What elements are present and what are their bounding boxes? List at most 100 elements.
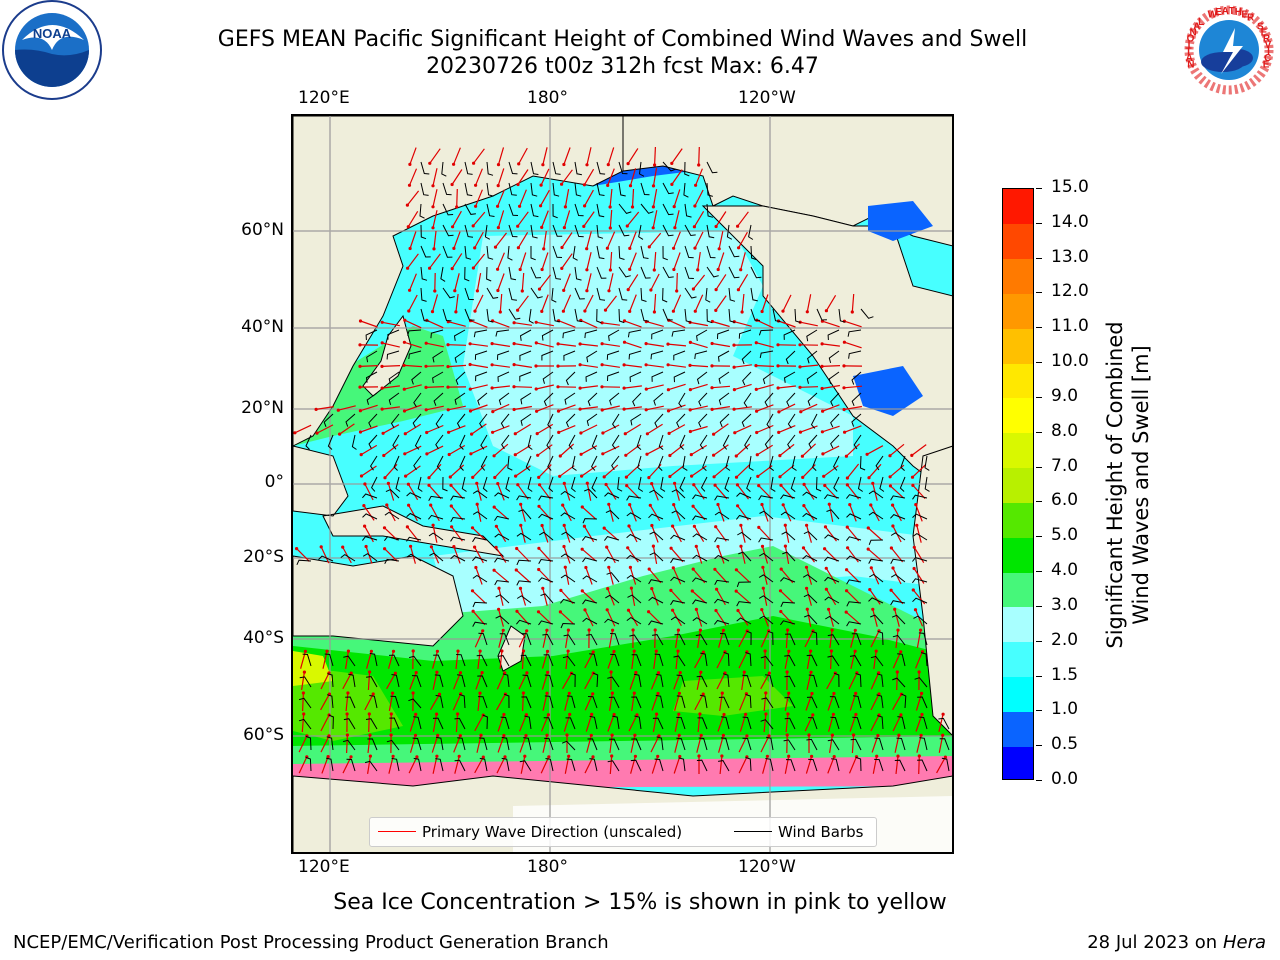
wave-direction-arrow	[519, 714, 527, 732]
wind-barb	[369, 695, 378, 709]
wave-direction-arrowhead	[558, 610, 562, 614]
wind-barb	[806, 654, 818, 667]
wave-direction-arrow	[825, 526, 837, 542]
wave-direction-arrowhead	[693, 246, 697, 250]
wave-direction-arrowhead	[895, 670, 899, 674]
wind-barb	[912, 578, 928, 584]
wind-barb	[494, 515, 510, 521]
wind-barb	[411, 675, 422, 688]
wave-direction-arrow	[609, 735, 613, 753]
wave-direction-arrowhead	[437, 692, 442, 696]
wave-direction-arrowhead	[651, 184, 656, 188]
wave-direction-arrow	[735, 443, 751, 457]
wind-barb	[507, 455, 513, 471]
wave-direction-arrowhead	[534, 364, 538, 368]
wave-direction-arrowhead	[315, 431, 319, 435]
wave-direction-arrowhead	[579, 431, 583, 435]
wave-direction-arrow	[602, 405, 620, 411]
wave-direction-arrowhead	[537, 504, 541, 508]
lat-label-20s: 20°S	[243, 547, 284, 567]
wind-barb	[850, 738, 862, 751]
wave-direction-arrow	[364, 483, 374, 501]
wave-direction-arrowhead	[431, 205, 435, 209]
wind-barb	[746, 630, 752, 646]
wind-barb	[760, 719, 774, 730]
wave-direction-arrow	[698, 146, 700, 166]
wind-barb	[324, 653, 334, 667]
colorbar-tick-label: 13.0	[1051, 246, 1089, 267]
wave-direction-arrowhead	[474, 565, 478, 570]
wind-barb	[411, 371, 422, 385]
wind-barb	[684, 203, 692, 218]
wind-barb	[714, 554, 730, 562]
wave-direction-arrow	[626, 211, 640, 227]
wave-direction-arrowhead	[494, 524, 498, 528]
wind-barb	[523, 737, 532, 751]
wave-direction-arrowhead	[809, 649, 813, 653]
wave-direction-arrowhead	[697, 754, 701, 758]
wind-barb	[486, 182, 494, 197]
wave-direction-arrow	[388, 756, 394, 774]
wave-direction-arrowhead	[473, 246, 477, 250]
wave-direction-arrowhead	[798, 430, 803, 434]
wave-direction-arrow	[603, 527, 619, 541]
wave-direction-arrowhead	[314, 407, 318, 411]
wave-direction-arrowhead	[823, 483, 827, 488]
wind-barb	[442, 203, 454, 216]
wave-direction-arrow	[382, 342, 400, 348]
wind-barb	[574, 308, 583, 323]
wave-direction-arrow	[450, 484, 464, 500]
wave-direction-arrow	[912, 484, 926, 500]
wave-direction-arrowhead	[712, 453, 716, 457]
wave-direction-arrow	[866, 445, 884, 455]
wave-direction-arrowhead	[607, 502, 611, 506]
wave-direction-arrowhead	[471, 224, 475, 228]
wave-direction-arrow	[453, 147, 461, 165]
wind-barb	[472, 490, 488, 499]
wave-direction-arrowhead	[364, 544, 368, 549]
colorbar-tick	[1036, 188, 1042, 189]
wind-barb	[877, 715, 884, 730]
wave-direction-arrow	[654, 146, 656, 166]
wave-direction-arrowhead	[585, 481, 589, 485]
wave-direction-arrow	[756, 384, 774, 390]
wave-direction-arrowhead	[517, 162, 521, 166]
wind-barb	[662, 245, 668, 261]
wind-barb	[846, 621, 862, 627]
wave-direction-arrow	[667, 343, 687, 347]
wave-direction-arrowhead	[732, 407, 736, 411]
wave-direction-arrowhead	[688, 363, 692, 367]
wave-direction-arrowhead	[626, 608, 631, 612]
wave-direction-arrowhead	[624, 475, 628, 479]
wave-direction-arrowhead	[607, 289, 611, 293]
wave-direction-arrowhead	[519, 502, 523, 506]
wave-direction-arrowhead	[722, 712, 726, 717]
wind-barb	[859, 455, 866, 471]
wave-direction-arrow	[936, 756, 946, 774]
colorbar-tick	[1036, 501, 1042, 503]
colorbar-segment	[1003, 258, 1033, 294]
colorbar-tick	[1036, 640, 1042, 642]
wind-barb	[434, 674, 444, 688]
wind-barb	[412, 413, 422, 428]
wind-barb	[541, 350, 554, 361]
wind-barb	[829, 696, 840, 709]
wind-barb	[596, 224, 604, 239]
wave-direction-arrow	[648, 232, 662, 248]
wind-barb	[391, 674, 400, 688]
wave-direction-arrowhead	[783, 544, 787, 548]
wind-barb	[706, 245, 716, 259]
wave-direction-arrowhead	[875, 754, 879, 758]
colorbar-segment	[1003, 572, 1033, 608]
wave-direction-arrowhead	[446, 343, 450, 347]
wind-barb	[454, 350, 466, 363]
wave-direction-arrowhead	[496, 482, 500, 486]
wave-direction-arrow	[451, 169, 463, 185]
wave-direction-arrow	[715, 211, 727, 227]
wave-direction-arrowhead	[502, 733, 506, 738]
wind-barb	[828, 350, 840, 364]
wind-barb	[770, 476, 776, 492]
wave-direction-arrow	[408, 168, 418, 186]
wave-direction-arrowhead	[525, 629, 529, 633]
wind-barb	[543, 654, 554, 667]
